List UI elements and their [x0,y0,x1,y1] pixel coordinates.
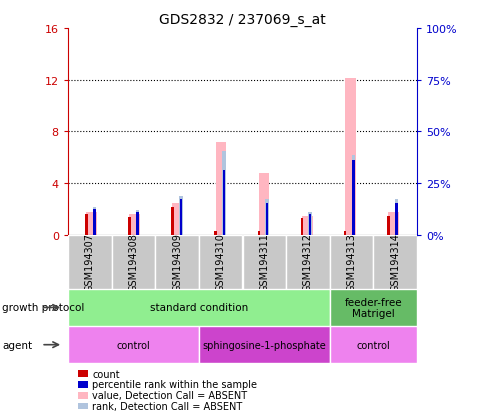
Text: control: control [356,340,390,350]
Bar [387,212,398,235]
Bar [85,215,88,235]
Text: growth protocol: growth protocol [2,303,85,313]
Bar [300,218,302,235]
Bar [111,235,155,289]
Text: GSM194312: GSM194312 [302,233,312,292]
Bar [215,142,226,235]
Text: GSM194313: GSM194313 [346,233,356,292]
Bar [386,216,389,235]
Bar [93,210,96,235]
Bar [198,326,329,363]
Bar [222,152,225,235]
Bar [77,381,88,388]
Bar [68,289,329,326]
Bar [172,203,183,235]
Bar [242,235,286,289]
Bar [77,392,88,399]
Bar [68,326,198,363]
Bar [128,217,131,235]
Bar [308,212,311,235]
Bar [257,232,259,235]
Bar [179,197,182,235]
Bar [77,370,88,377]
Bar [265,199,268,235]
Text: GSM194308: GSM194308 [128,233,138,292]
Title: GDS2832 / 237069_s_at: GDS2832 / 237069_s_at [159,12,325,26]
Text: feeder-free
Matrigel: feeder-free Matrigel [344,297,401,318]
Bar [136,212,139,235]
Bar [222,171,225,235]
Bar [308,215,311,235]
Bar [155,235,198,289]
Text: agent: agent [2,340,32,350]
Bar [329,289,416,326]
Text: value, Detection Call = ABSENT: value, Detection Call = ABSENT [92,390,247,400]
Bar [77,403,88,409]
Text: control: control [116,340,150,350]
Bar [93,207,96,235]
Text: GSM194314: GSM194314 [390,233,399,292]
Bar [343,232,346,235]
Bar [351,155,354,235]
Bar [86,212,97,235]
Bar [129,215,140,235]
Text: GSM194311: GSM194311 [259,233,269,292]
Text: GSM194307: GSM194307 [85,233,94,292]
Bar [394,203,397,235]
Text: sphingosine-1-phosphate: sphingosine-1-phosphate [202,340,326,350]
Bar [301,216,312,235]
Bar [171,207,174,235]
Bar [329,326,416,363]
Bar [351,161,354,235]
Text: standard condition: standard condition [150,303,247,313]
Text: GSM194310: GSM194310 [215,233,225,292]
Bar [394,199,397,235]
Text: percentile rank within the sample: percentile rank within the sample [92,380,257,389]
Text: GSM194309: GSM194309 [172,233,182,292]
Bar [258,173,269,235]
Bar [68,235,111,289]
Bar [265,203,268,235]
Bar [198,235,242,289]
Bar [214,232,217,235]
Bar [373,235,416,289]
Bar [136,211,139,235]
Text: count: count [92,369,120,379]
Text: rank, Detection Call = ABSENT: rank, Detection Call = ABSENT [92,401,242,411]
Bar [344,79,355,235]
Bar [329,235,373,289]
Bar [286,235,329,289]
Bar [179,199,182,235]
